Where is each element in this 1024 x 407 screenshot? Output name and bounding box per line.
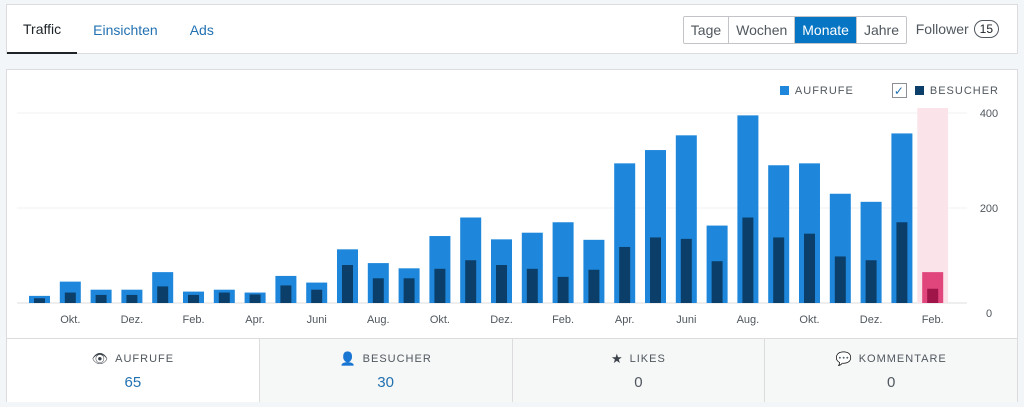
period-days-button[interactable]: Tage	[683, 17, 729, 43]
visitors-bar[interactable]	[865, 260, 877, 303]
visitors-toggle-checkbox[interactable]: ✓	[891, 83, 907, 98]
visitors-bar[interactable]	[34, 298, 45, 303]
legend-views-swatch	[779, 86, 789, 95]
x-tick-label: Okt.	[430, 314, 450, 326]
legend-views-label: AUFRUFE	[794, 84, 854, 97]
tab-traffic[interactable]: Traffic	[7, 5, 78, 54]
section-tabs: Traffic Einsichten Ads	[7, 5, 230, 54]
follower-link[interactable]: Follower 15	[916, 20, 999, 38]
visitors-bar[interactable]	[742, 217, 754, 304]
stats-header-bar: Traffic Einsichten Ads Tage Wochen Monat…	[6, 4, 1018, 54]
visitors-bar[interactable]	[557, 276, 569, 303]
x-tick-label: Okt.	[799, 314, 819, 326]
chart-panel: Okt. Dez. Feb. Apr. Juni Aug. Okt. Dez. Feb. Apr.…	[6, 69, 1018, 402]
stat-likes-tab[interactable]: ★ LIKES 0	[511, 339, 765, 402]
traffic-bar-chart: Okt. Dez. Feb. Apr. Juni Aug. Okt. Dez. Feb. Apr.…	[17, 108, 998, 326]
tab-ads[interactable]: Ads	[189, 21, 214, 38]
period-selector: Tage Wochen Monate Jahre	[682, 16, 907, 44]
legend-visitors-label: BESUCHER	[929, 84, 999, 97]
x-tick-label: Dez.	[860, 314, 883, 326]
stat-comments-label: KOMMENTARE	[858, 353, 947, 365]
period-years-button[interactable]: Jahre	[855, 17, 906, 43]
visitors-bar[interactable]	[927, 288, 939, 303]
visitors-bar[interactable]	[157, 286, 169, 303]
visitors-bar[interactable]	[773, 237, 785, 303]
visitors-bar[interactable]	[342, 265, 353, 303]
y-tick-label: 0	[986, 308, 992, 320]
x-tick-label: Juni	[307, 314, 327, 326]
visitors-bar[interactable]	[95, 294, 107, 303]
stat-likes-label: LIKES	[629, 353, 666, 365]
x-tick-label: Dez.	[490, 314, 513, 326]
stat-visitors-label: BESUCHER	[362, 353, 432, 365]
visitors-bar[interactable]	[434, 268, 446, 303]
visitors-bar[interactable]	[372, 278, 384, 303]
follower-label: Follower	[915, 21, 969, 37]
stat-views-label: AUFRUFE	[115, 353, 175, 365]
summary-stats: 👁 AUFRUFE 65 👤 BESUCHER 30 ★ LIKES 0 💬 KOMME…	[7, 338, 1017, 402]
visitors-bar[interactable]	[711, 261, 723, 303]
legend-visitors: BESUCHER	[914, 84, 999, 97]
x-tick-label: Apr.	[615, 314, 635, 326]
comment-icon: 💬	[835, 351, 853, 366]
period-weeks-button[interactable]: Wochen	[728, 17, 795, 43]
visitors-bar[interactable]	[465, 260, 477, 303]
visitors-bar[interactable]	[896, 222, 908, 303]
period-months-button[interactable]: Monate	[794, 17, 856, 43]
y-tick-label: 200	[980, 203, 998, 215]
chart-legend: AUFRUFE ✓ BESUCHER	[779, 83, 999, 98]
visitors-bar[interactable]	[588, 269, 600, 303]
visitors-bar[interactable]	[280, 285, 292, 303]
stat-visitors-value: 30	[377, 374, 394, 391]
y-tick-label: 400	[980, 108, 998, 120]
legend-views: AUFRUFE	[779, 84, 854, 97]
visitors-bar[interactable]	[526, 268, 538, 303]
stat-comments-value: 0	[886, 374, 896, 391]
x-tick-label: Apr.	[245, 314, 265, 326]
legend-visitors-swatch	[914, 86, 924, 95]
visitors-bar[interactable]	[650, 237, 661, 303]
stat-likes-value: 0	[634, 374, 643, 391]
visitors-bar[interactable]	[64, 292, 76, 303]
follower-count-badge: 15	[973, 20, 999, 38]
visitors-bar[interactable]	[311, 289, 323, 303]
x-tick-label: Aug.	[737, 314, 760, 326]
x-tick-label: Aug.	[367, 314, 390, 326]
selected-period-highlight	[917, 108, 949, 303]
visitors-bar[interactable]	[126, 294, 138, 303]
x-tick-label: Feb.	[552, 314, 574, 326]
visitors-bar[interactable]	[804, 233, 815, 303]
stat-visitors-tab[interactable]: 👤 BESUCHER 30	[258, 339, 512, 402]
visitors-bar[interactable]	[496, 265, 507, 303]
x-tick-label: Okt.	[60, 314, 80, 326]
visitors-bar[interactable]	[249, 294, 261, 303]
x-tick-label: Dez.	[121, 314, 144, 326]
stat-views-value: 65	[124, 374, 142, 391]
person-icon: 👤	[339, 351, 357, 366]
visitors-bar[interactable]	[188, 294, 199, 303]
star-icon: ★	[610, 351, 624, 366]
stat-comments-tab[interactable]: 💬 KOMMENTARE 0	[764, 339, 1017, 402]
visitors-bar[interactable]	[834, 256, 846, 303]
visitors-bar[interactable]	[680, 238, 692, 303]
visitors-bar[interactable]	[619, 246, 631, 303]
eye-icon: 👁	[91, 351, 110, 366]
stat-views-tab[interactable]: 👁 AUFRUFE 65	[7, 339, 259, 402]
visitors-bar[interactable]	[403, 278, 415, 303]
x-tick-label: Feb.	[182, 314, 204, 326]
visitors-bar[interactable]	[218, 292, 230, 303]
x-tick-label: Feb.	[922, 314, 944, 326]
tab-einsichten[interactable]: Einsichten	[93, 21, 158, 38]
x-tick-label: Juni	[676, 314, 696, 326]
